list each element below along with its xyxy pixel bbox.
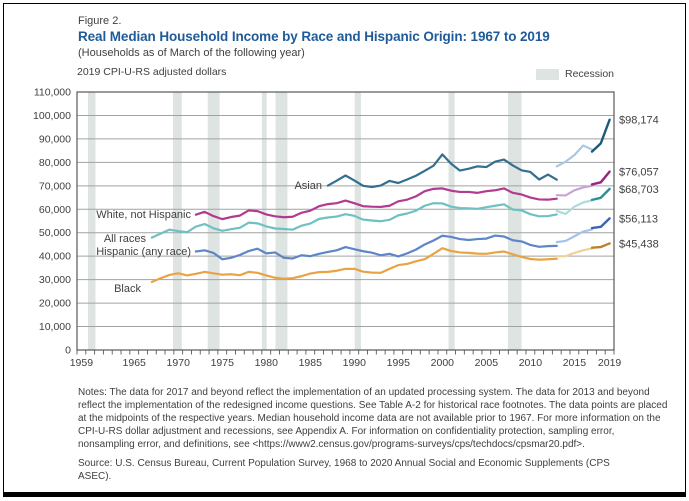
series-white_nh-value-label: $76,057 bbox=[619, 167, 659, 179]
y-tick-label: 0 bbox=[65, 345, 71, 357]
recession-band bbox=[275, 92, 288, 350]
series-hispanic-label: Hispanic (any race) bbox=[96, 246, 191, 258]
y-tick-label: 50,000 bbox=[39, 227, 71, 239]
series-asian-updated-line bbox=[590, 118, 611, 153]
figure-title: Real Median Household Income by Race and… bbox=[78, 29, 550, 44]
series-all_races-label: All races bbox=[104, 233, 147, 245]
series-black-redesign-line bbox=[555, 247, 594, 258]
series-all_races-redesign-line bbox=[555, 199, 594, 216]
figure-notes: Notes: The data for 2017 and beyond refl… bbox=[78, 387, 668, 450]
series-hispanic-updated-line bbox=[590, 217, 611, 230]
x-tick-label: 2000 bbox=[431, 357, 455, 369]
x-axis-ticks bbox=[76, 350, 615, 355]
y-tick-label: 20,000 bbox=[39, 298, 71, 310]
recession-band bbox=[207, 92, 220, 350]
series-white_nh-label: White, not Hispanic bbox=[96, 209, 191, 221]
series-hispanic-value-label: $56,113 bbox=[619, 213, 658, 225]
y-tick-label: 110,000 bbox=[34, 87, 71, 99]
series-all_races-main-line bbox=[150, 202, 558, 239]
income-line-chart: 0 10,000 20,000 30,000 40,000 50,000 60,000 70,… bbox=[33, 87, 659, 370]
series-white_nh-redesign-line bbox=[555, 184, 594, 197]
series-hispanic-redesign-line bbox=[555, 228, 594, 244]
series-asian-value-label: $98,174 bbox=[619, 115, 659, 127]
x-tick-label: 1975 bbox=[211, 357, 235, 369]
series-lines bbox=[150, 118, 611, 284]
x-tick-label: 2019 bbox=[598, 357, 622, 369]
series-black-label: Black bbox=[114, 283, 141, 295]
x-tick-label: 2010 bbox=[519, 357, 543, 369]
y-axis-labels: 0 10,000 20,000 30,000 40,000 50,000 60,000 70,… bbox=[33, 87, 71, 357]
recession-band bbox=[172, 92, 182, 350]
recession-band bbox=[354, 92, 361, 350]
figure-source: Source: U.S. Census Bureau, Current Popu… bbox=[78, 458, 610, 482]
x-axis-labels: 1959 1965 1970 1975 1980 1985 1990 1995 2000 2005… bbox=[70, 357, 622, 369]
figure-frame bbox=[3, 3, 686, 497]
recession-band bbox=[88, 92, 96, 350]
recession-legend-label: Recession bbox=[565, 68, 615, 80]
y-tick-label: 40,000 bbox=[39, 251, 71, 263]
x-tick-label: 1965 bbox=[123, 357, 147, 369]
series-asian-main-line bbox=[326, 153, 558, 189]
series-white_nh-updated-line bbox=[590, 170, 611, 186]
x-tick-label: 1980 bbox=[255, 357, 279, 369]
x-tick-label: 2015 bbox=[563, 357, 587, 369]
y-tick-label: 90,000 bbox=[39, 133, 71, 145]
recession-swatch bbox=[536, 69, 559, 80]
gridlines bbox=[77, 114, 614, 328]
x-tick-label: 2005 bbox=[475, 357, 499, 369]
y-tick-label: 30,000 bbox=[39, 274, 71, 286]
x-tick-label: 1990 bbox=[343, 357, 367, 369]
series-white_nh-main-line bbox=[194, 187, 558, 221]
y-tick-label: 70,000 bbox=[39, 180, 71, 192]
series-hispanic-main-line bbox=[194, 234, 558, 261]
series-all_races-value-label: $68,703 bbox=[619, 184, 659, 196]
figure-label: Figure 2. bbox=[78, 15, 122, 27]
series-black-main-line bbox=[150, 247, 558, 284]
recession-band bbox=[507, 92, 522, 350]
recession-band bbox=[261, 92, 267, 350]
recession-band bbox=[448, 92, 455, 350]
series-asian-label: Asian bbox=[294, 180, 322, 192]
series-black-updated-line bbox=[590, 242, 611, 249]
y-tick-label: 60,000 bbox=[39, 204, 71, 216]
recession-bands bbox=[88, 92, 522, 350]
series-black-value-label: $45,438 bbox=[619, 238, 659, 250]
y-tick-label: 10,000 bbox=[39, 321, 71, 333]
x-tick-label: 1970 bbox=[167, 357, 191, 369]
x-tick-label: 1959 bbox=[70, 357, 94, 369]
series-all_races-updated-line bbox=[590, 187, 611, 202]
series-labels: Asian $98,174 White, not Hispanic $76,057 Al… bbox=[96, 115, 659, 295]
x-tick-label: 1995 bbox=[387, 357, 411, 369]
figure-subtitle: (Households as of March of the following… bbox=[78, 47, 305, 59]
x-tick-label: 1985 bbox=[299, 357, 323, 369]
series-asian-redesign-line bbox=[555, 144, 594, 168]
y-tick-label: 100,000 bbox=[33, 110, 71, 122]
y-tick-label: 80,000 bbox=[39, 157, 71, 169]
y-axis-units-label: 2019 CPI-U-RS adjusted dollars bbox=[77, 66, 227, 78]
plot-border bbox=[76, 91, 615, 351]
